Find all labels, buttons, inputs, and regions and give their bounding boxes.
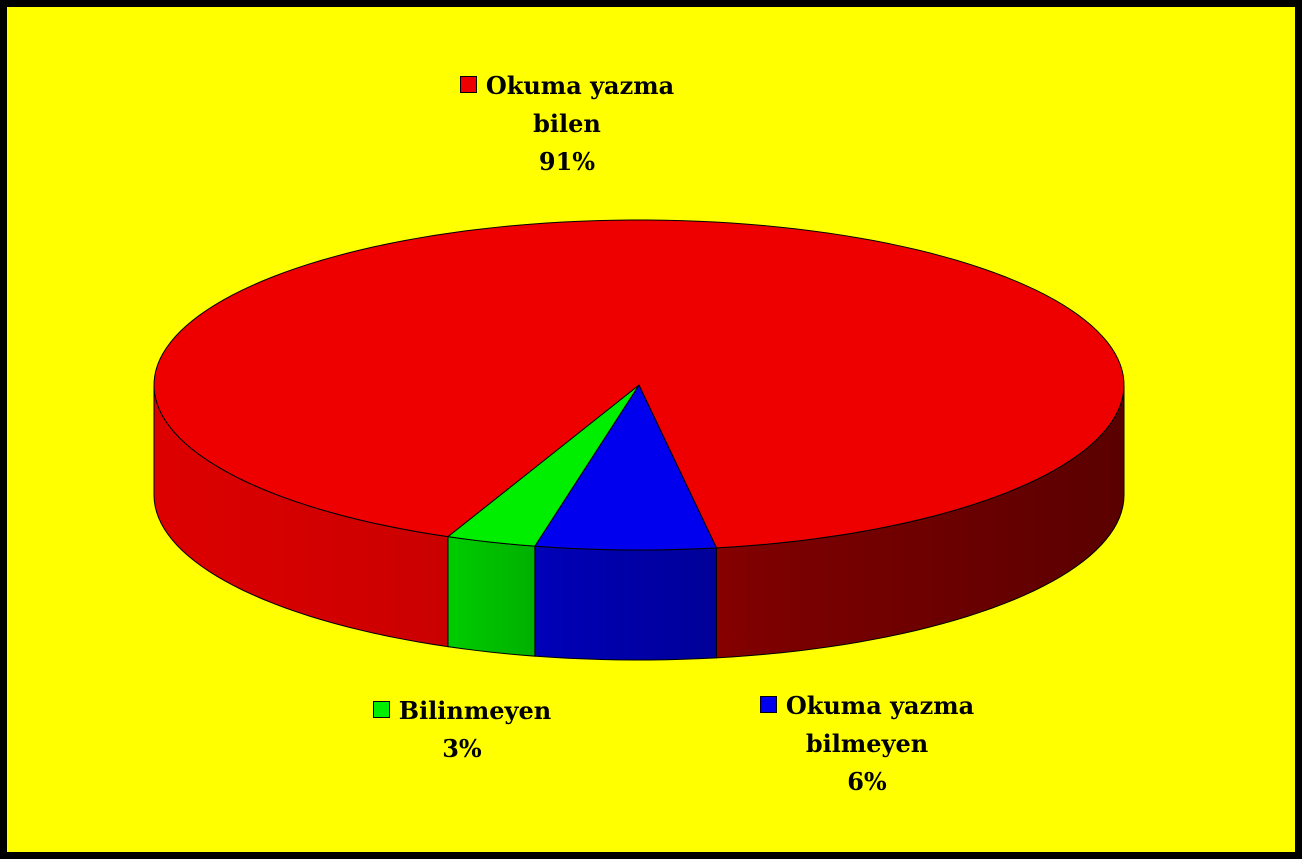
- pie-chart: [153, 219, 1125, 661]
- slice-label-line: Bilinmeyen: [398, 696, 552, 725]
- slice-label-line: Okuma yazma: [785, 691, 975, 720]
- legend-swatch: [759, 696, 777, 713]
- slice-percent: 3%: [442, 734, 482, 763]
- slice-label-line: bilmeyen: [805, 729, 929, 758]
- pie-slice-0: [153, 219, 1125, 549]
- pie-slice-2: [533, 383, 718, 551]
- slice-label-okuma-yazma-bilen: Okuma yazma bilen 91%: [387, 67, 747, 181]
- slice-percent: 6%: [847, 767, 887, 796]
- pie-side-2: [534, 545, 718, 661]
- legend-swatch: [459, 76, 477, 93]
- pie-slice-1: [446, 384, 640, 547]
- slice-label-okuma-yazma-bilmeyen: Okuma yazma bilmeyen 6%: [707, 687, 1027, 801]
- slice-label-line: bilen: [533, 109, 601, 138]
- slice-percent: 91%: [538, 147, 596, 176]
- slice-label-bilinmeyen: Bilinmeyen 3%: [337, 692, 587, 768]
- pie-side-1: [447, 536, 536, 657]
- legend-swatch: [372, 701, 390, 718]
- slice-label-line: Okuma yazma: [485, 71, 675, 100]
